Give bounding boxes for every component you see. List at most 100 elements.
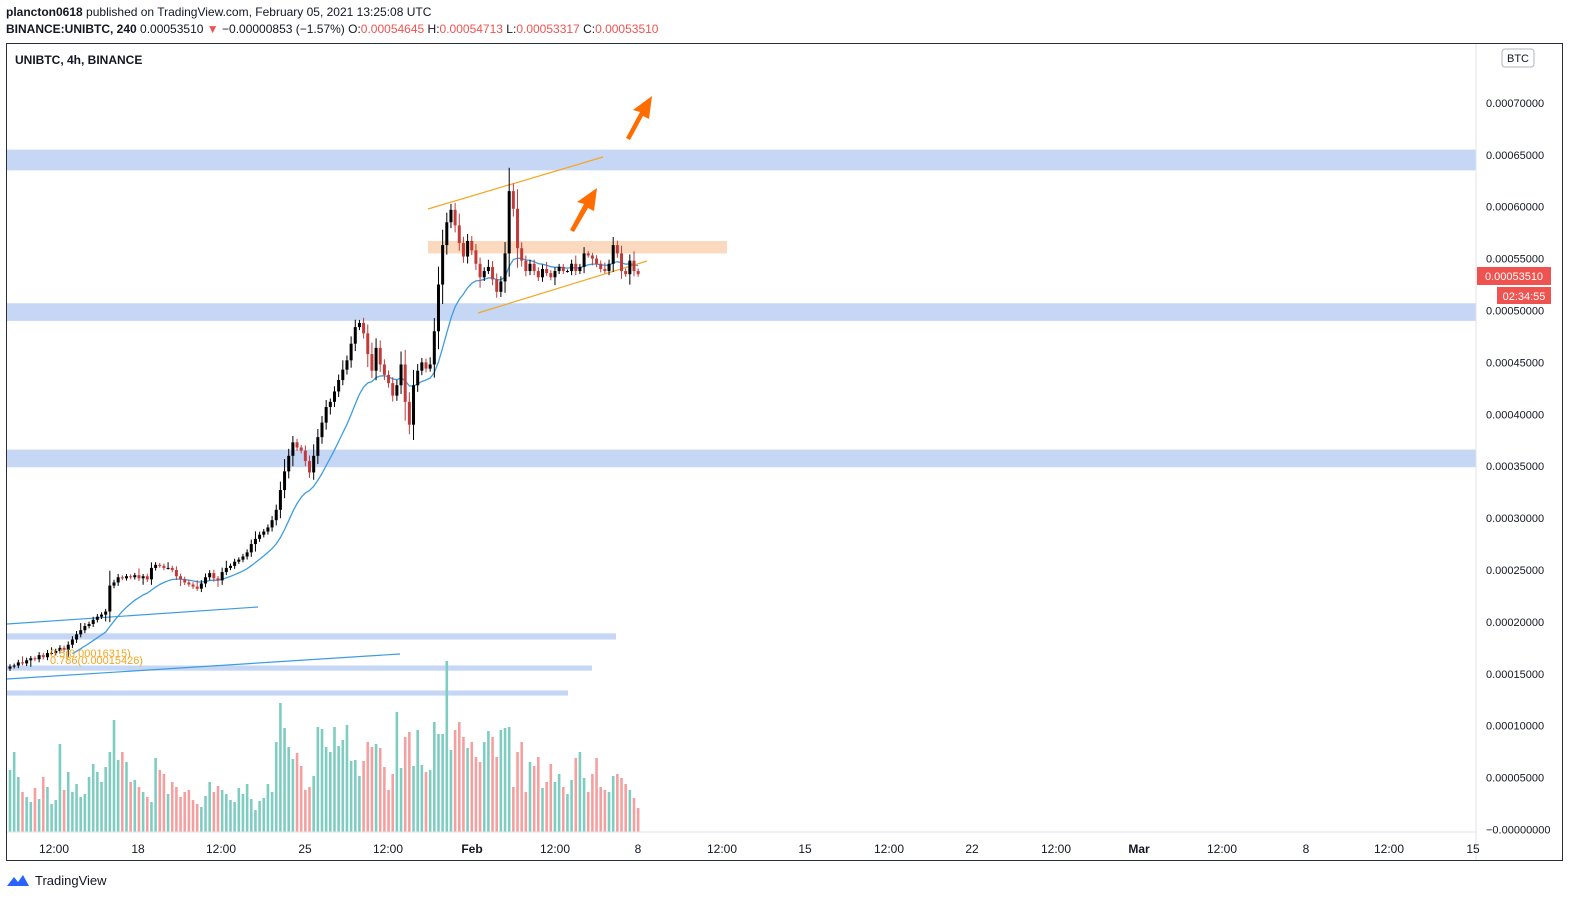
volume-bar — [495, 757, 499, 832]
y-tick-label: 0.00015000 — [1486, 669, 1544, 681]
x-tick-label: 12:00 — [39, 842, 69, 856]
candle-body — [362, 322, 366, 334]
candle-body — [274, 509, 278, 521]
volume-bar — [175, 787, 178, 832]
x-tick-label: 12:00 — [373, 842, 403, 856]
candle-body — [79, 630, 83, 635]
candle-body — [416, 370, 420, 386]
candle-body — [112, 582, 116, 586]
candle-body — [295, 442, 299, 448]
candle-body — [565, 271, 569, 273]
candle-body — [316, 437, 320, 456]
chart-frame — [6, 43, 1563, 861]
volume-bar — [466, 748, 469, 832]
close-value: 0.00053510 — [595, 22, 659, 36]
volume-bar — [337, 746, 340, 832]
volume-bar — [108, 752, 112, 832]
y-tick-label: −0.00000000 — [1486, 825, 1551, 837]
volume-bar — [441, 734, 444, 832]
x-tick-label: 12:00 — [1041, 842, 1071, 856]
candle-body — [412, 385, 416, 425]
tradingview-logo-icon[interactable] — [6, 872, 30, 888]
volume-bar — [316, 727, 320, 832]
candle-body — [208, 573, 212, 578]
consolidation-zone — [428, 240, 727, 254]
candle-body — [337, 380, 341, 392]
volume-bar — [87, 777, 91, 832]
candle-body — [570, 263, 574, 272]
volume-bar — [291, 759, 295, 832]
candle-body — [466, 240, 470, 257]
time-axis[interactable]: 12:00 18 12:00 25 12:00 Feb 12:00 8 12:00 15 12:00… — [39, 842, 1480, 856]
candle-body — [262, 531, 266, 535]
candle-body — [258, 534, 262, 539]
volume-bar — [366, 742, 370, 832]
candle-body — [632, 260, 636, 272]
volume-bar — [158, 770, 162, 832]
volume-bar — [453, 730, 457, 832]
candle-body — [25, 660, 29, 664]
candle-body — [370, 354, 374, 371]
volume-bar — [420, 765, 424, 832]
volume-bar — [25, 797, 28, 832]
candle-body — [615, 245, 619, 254]
volume-bar — [270, 792, 274, 832]
candle-body — [95, 616, 99, 620]
candle-body — [503, 253, 507, 282]
volume-bar — [96, 772, 99, 832]
volume-bar — [491, 737, 494, 832]
candle-body — [499, 281, 503, 292]
candle-body — [29, 658, 33, 661]
volume-bar — [320, 729, 324, 832]
candle-body — [607, 263, 611, 272]
last-price-label: 0.00053510 — [1477, 267, 1551, 285]
candle-body — [303, 450, 307, 462]
x-tick-label: Feb — [461, 842, 482, 856]
overlay-drawings: 0.786(0.00015426)0.5(0.00016315) — [50, 96, 652, 667]
minor-zone — [7, 690, 568, 696]
trend-drawings — [6, 156, 648, 680]
moving-average-line — [72, 257, 639, 655]
candle-body — [253, 538, 257, 545]
currency-badge[interactable]: BTC — [1501, 48, 1535, 68]
candle-body — [12, 665, 16, 667]
volume-bar — [620, 778, 623, 832]
support-zones — [7, 149, 1476, 696]
volume-bar — [220, 790, 224, 832]
candle-body — [349, 343, 353, 361]
volume-bar — [50, 804, 53, 832]
volume-bar — [191, 800, 195, 832]
candle-body — [428, 364, 432, 369]
price-axis[interactable]: 0.00070000 0.00065000 0.00060000 0.00055000… — [1486, 98, 1551, 837]
candle-body — [424, 362, 428, 369]
volume-bar — [33, 788, 37, 832]
candle-body — [407, 401, 411, 425]
volume-bar — [183, 792, 187, 832]
volume-bar — [304, 790, 307, 832]
candle-body — [83, 626, 87, 631]
y-tick-label: 0.00055000 — [1486, 254, 1544, 266]
candle-body — [241, 556, 245, 560]
volume-bar — [549, 764, 553, 832]
volume-bar — [445, 661, 449, 832]
candle-body — [116, 577, 120, 583]
volume-bar — [254, 810, 257, 832]
volume-bar — [611, 776, 615, 832]
candle-body — [436, 284, 440, 332]
candle-body — [545, 268, 549, 274]
y-tick-label: 0.00040000 — [1486, 409, 1544, 421]
volume-bar — [54, 800, 58, 832]
volume-bar — [537, 757, 540, 832]
y-tick-label: 0.00025000 — [1486, 565, 1544, 577]
volume-bar — [266, 784, 270, 832]
volume-bar — [91, 764, 95, 832]
volume-bar — [362, 761, 365, 832]
footer-brand[interactable]: TradingView — [35, 872, 107, 888]
candle-body — [170, 567, 174, 570]
author-name[interactable]: plancton0618 — [6, 5, 83, 19]
volume-bar — [258, 801, 261, 832]
volume-bar — [195, 804, 199, 832]
candle-body — [432, 331, 436, 365]
y-tick-label: 0.00050000 — [1486, 306, 1544, 318]
